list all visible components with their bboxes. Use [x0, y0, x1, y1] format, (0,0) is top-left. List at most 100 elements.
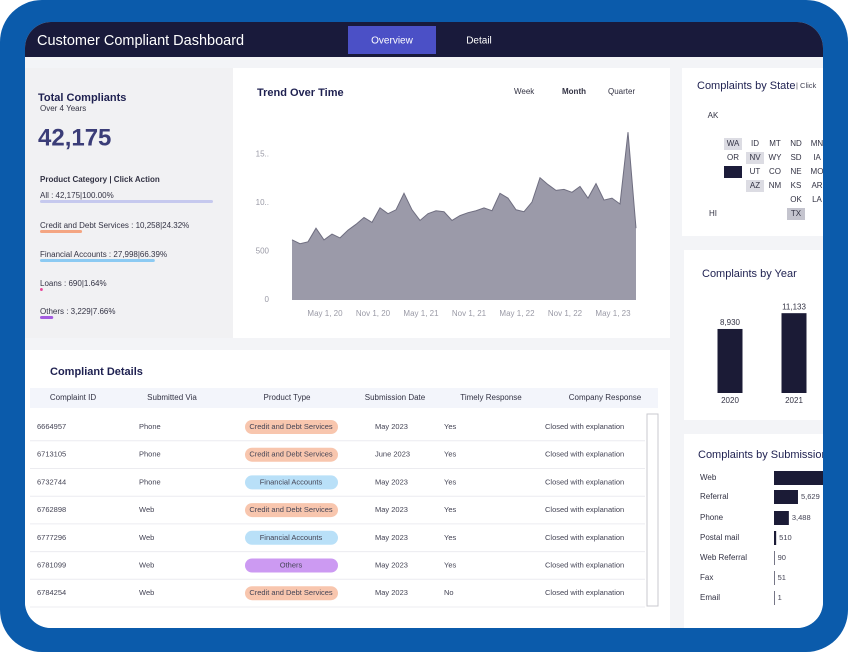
- table-cell: June 2023: [375, 450, 410, 459]
- product-pill[interactable]: [245, 530, 338, 545]
- table-cell: Closed with explanation: [545, 477, 624, 486]
- state-label[interactable]: AR: [811, 181, 822, 190]
- state-label[interactable]: WA: [727, 139, 740, 148]
- table-header: [30, 388, 658, 408]
- category-bar[interactable]: [40, 200, 213, 203]
- category-bar[interactable]: [40, 316, 54, 319]
- state-tile[interactable]: [787, 208, 805, 220]
- scrollbar[interactable]: [646, 413, 659, 607]
- category-label[interactable]: All : 42,175|100.00%: [40, 191, 114, 200]
- state-label[interactable]: OK: [790, 195, 802, 204]
- bar[interactable]: [774, 511, 789, 525]
- product-type: Financial Accounts: [260, 533, 323, 542]
- y-tick-label: Phone: [700, 513, 724, 522]
- state-label[interactable]: NM: [769, 181, 782, 190]
- state-label[interactable]: MN: [811, 139, 824, 148]
- state-label[interactable]: NV: [749, 153, 761, 162]
- state-tile[interactable]: [746, 180, 764, 192]
- product-pill[interactable]: [245, 586, 338, 601]
- summary-title: Total Compliants: [38, 92, 126, 104]
- table-cell: No: [444, 588, 454, 597]
- y-tick-label: Email: [700, 593, 720, 602]
- bar[interactable]: [774, 551, 775, 565]
- dashboard-title: Customer Compliant Dashboard: [37, 33, 244, 49]
- period-button[interactable]: Quarter: [608, 87, 635, 96]
- data-label: 3,488: [792, 513, 811, 522]
- data-label: 8,930: [720, 318, 741, 327]
- table-cell: Closed with explanation: [545, 560, 624, 569]
- state-label[interactable]: SD: [790, 153, 801, 162]
- category-bar[interactable]: [40, 230, 83, 233]
- active-tab[interactable]: [348, 26, 436, 54]
- data-label: 5,629: [801, 492, 820, 501]
- table-cell: Yes: [444, 533, 456, 542]
- tab[interactable]: Overview: [371, 36, 413, 47]
- state-label[interactable]: TX: [791, 209, 802, 218]
- state-label[interactable]: MT: [769, 139, 781, 148]
- bar[interactable]: [774, 591, 775, 605]
- data-label: 510: [779, 533, 792, 542]
- bar[interactable]: [774, 531, 777, 545]
- x-tick-label: Nov 1, 20: [356, 309, 391, 318]
- table-cell: Yes: [444, 560, 456, 569]
- tab[interactable]: Detail: [466, 36, 492, 47]
- bar[interactable]: [781, 313, 807, 393]
- table-cell: Phone: [139, 477, 161, 486]
- product-pill[interactable]: [245, 420, 338, 434]
- state-label[interactable]: UT: [750, 167, 761, 176]
- state-label[interactable]: ID: [751, 139, 759, 148]
- state-label[interactable]: HI: [709, 209, 717, 218]
- data-label: 51: [778, 573, 786, 582]
- state-label[interactable]: WY: [769, 153, 783, 162]
- bar[interactable]: [774, 571, 775, 585]
- table-cell: Yes: [444, 477, 456, 486]
- state-label[interactable]: KS: [791, 181, 802, 190]
- data-label: 1: [778, 593, 782, 602]
- table-cell: Closed with explanation: [545, 422, 624, 431]
- category-bar[interactable]: [40, 288, 43, 291]
- category-label[interactable]: Financial Accounts : 27,998|66.39%: [40, 250, 167, 259]
- period-button[interactable]: Month: [562, 87, 586, 96]
- state-tile[interactable]: [724, 138, 742, 150]
- chart-title: Trend Over Time: [257, 87, 344, 99]
- product-pill[interactable]: [245, 503, 338, 518]
- state-tile[interactable]: [746, 152, 764, 164]
- line: [291, 132, 637, 245]
- state-label[interactable]: CO: [769, 167, 781, 176]
- state-label[interactable]: NE: [790, 167, 801, 176]
- state-label[interactable]: LA: [812, 195, 822, 204]
- table-cell: 6732744: [37, 477, 66, 486]
- category-label[interactable]: Loans : 690|1.64%: [40, 279, 107, 288]
- submission-card: [684, 434, 823, 628]
- chart-title: Complaints by Submission: [698, 449, 828, 461]
- state-tile[interactable]: [724, 166, 742, 178]
- column-header: Product Type: [264, 393, 312, 402]
- product-type: Others: [280, 560, 303, 569]
- state-label[interactable]: IA: [813, 153, 821, 162]
- period-button[interactable]: Week: [514, 87, 535, 96]
- state-label[interactable]: MO: [811, 167, 824, 176]
- data-label: 90: [778, 553, 786, 562]
- product-pill[interactable]: [245, 558, 338, 573]
- column-header: Timely Response: [460, 393, 522, 402]
- bar[interactable]: [774, 471, 848, 485]
- table-cell: Yes: [444, 505, 456, 514]
- state-label[interactable]: ND: [790, 139, 802, 148]
- product-pill[interactable]: [245, 447, 338, 462]
- category-bar[interactable]: [40, 259, 155, 262]
- state-label[interactable]: AZ: [750, 181, 760, 190]
- app-window: Customer Compliant Dashboard Total Compl…: [25, 22, 848, 628]
- category-label[interactable]: Others : 3,229|7.66%: [40, 307, 115, 316]
- x-tick-label: Nov 1, 22: [548, 309, 583, 318]
- category-label[interactable]: Credit and Debt Services : 10,258|24.32%: [40, 221, 189, 230]
- table-cell: 6762898: [37, 505, 66, 514]
- x-tick-label: May 1, 22: [499, 309, 535, 318]
- bar[interactable]: [774, 490, 798, 504]
- state-label[interactable]: AK: [708, 111, 719, 120]
- summary-subtitle: Over 4 Years: [40, 104, 86, 113]
- bar[interactable]: [717, 328, 743, 393]
- state-label[interactable]: OR: [727, 153, 739, 162]
- y-tick-label: 500: [256, 247, 270, 256]
- product-pill[interactable]: [245, 475, 338, 490]
